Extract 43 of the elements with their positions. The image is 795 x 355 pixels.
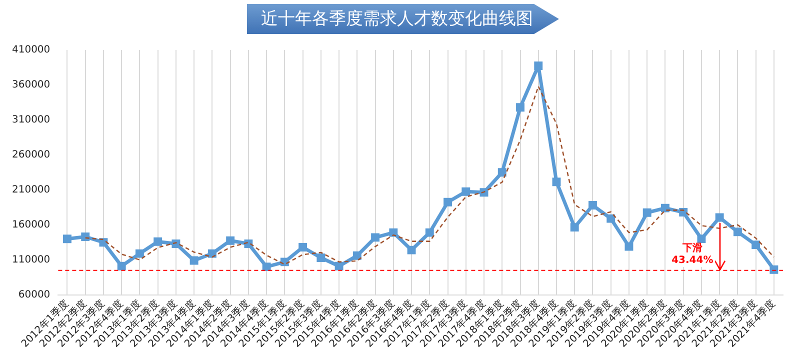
y-tick-label: 360000 (12, 80, 50, 91)
point (154, 237, 162, 246)
y-tick-label: 260000 (12, 150, 50, 161)
point (462, 187, 470, 196)
y-tick-label: 160000 (12, 219, 50, 230)
point (226, 236, 235, 245)
point (642, 208, 652, 217)
point (190, 256, 198, 265)
point (371, 233, 380, 242)
point (208, 249, 216, 258)
point (624, 242, 634, 251)
point (444, 198, 452, 206)
point (752, 240, 760, 250)
point (588, 201, 597, 210)
point (63, 234, 72, 244)
point (516, 103, 524, 112)
point (316, 254, 326, 262)
y-tick-label: 410000 (12, 44, 50, 56)
point (298, 243, 308, 252)
point (389, 228, 398, 237)
point (135, 249, 144, 258)
point (606, 214, 616, 223)
chart-title: 近十年各季度需求人才数变化曲线图 (247, 4, 559, 34)
point (425, 228, 434, 237)
point (733, 228, 742, 236)
point (570, 223, 579, 232)
point (262, 262, 271, 272)
point (334, 262, 344, 270)
point (99, 238, 108, 247)
point (552, 178, 561, 186)
point (407, 246, 416, 254)
y-tick-label: 60000 (18, 289, 50, 300)
point (715, 213, 724, 222)
y-tick-label: 210000 (12, 184, 50, 196)
point (534, 62, 543, 70)
y-tick-label: 310000 (12, 114, 50, 126)
annotation: 下滑 43.44% (670, 243, 716, 268)
point (117, 262, 126, 270)
point (352, 251, 362, 260)
y-tick-label: 110000 (12, 254, 50, 266)
point (697, 234, 706, 244)
point (660, 204, 670, 212)
point (498, 168, 506, 177)
